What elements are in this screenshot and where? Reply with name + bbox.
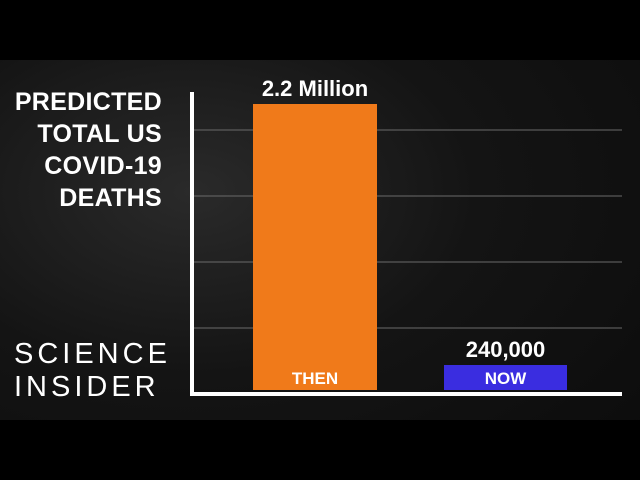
brand-line: SCIENCE — [14, 338, 171, 370]
title-line: COVID-19 — [44, 152, 162, 180]
letterbox-top — [0, 0, 640, 60]
value-label: 240,000 — [466, 337, 546, 362]
letterbox-bottom — [0, 420, 640, 480]
title-line: TOTAL US — [37, 120, 162, 148]
title-line: DEATHS — [59, 184, 162, 212]
bar — [253, 104, 377, 390]
bar — [444, 365, 567, 390]
category-label: THEN — [292, 369, 338, 388]
brand-line: INSIDER — [14, 371, 160, 403]
value-label: 2.2 Million — [262, 76, 368, 101]
category-label: NOW — [485, 369, 528, 388]
title-line: PREDICTED — [14, 88, 162, 116]
science-insider-logo: SCIENCE INSIDER — [14, 338, 171, 404]
chart-title: PREDICTED TOTAL US COVID-19 DEATHS — [15, 86, 162, 214]
